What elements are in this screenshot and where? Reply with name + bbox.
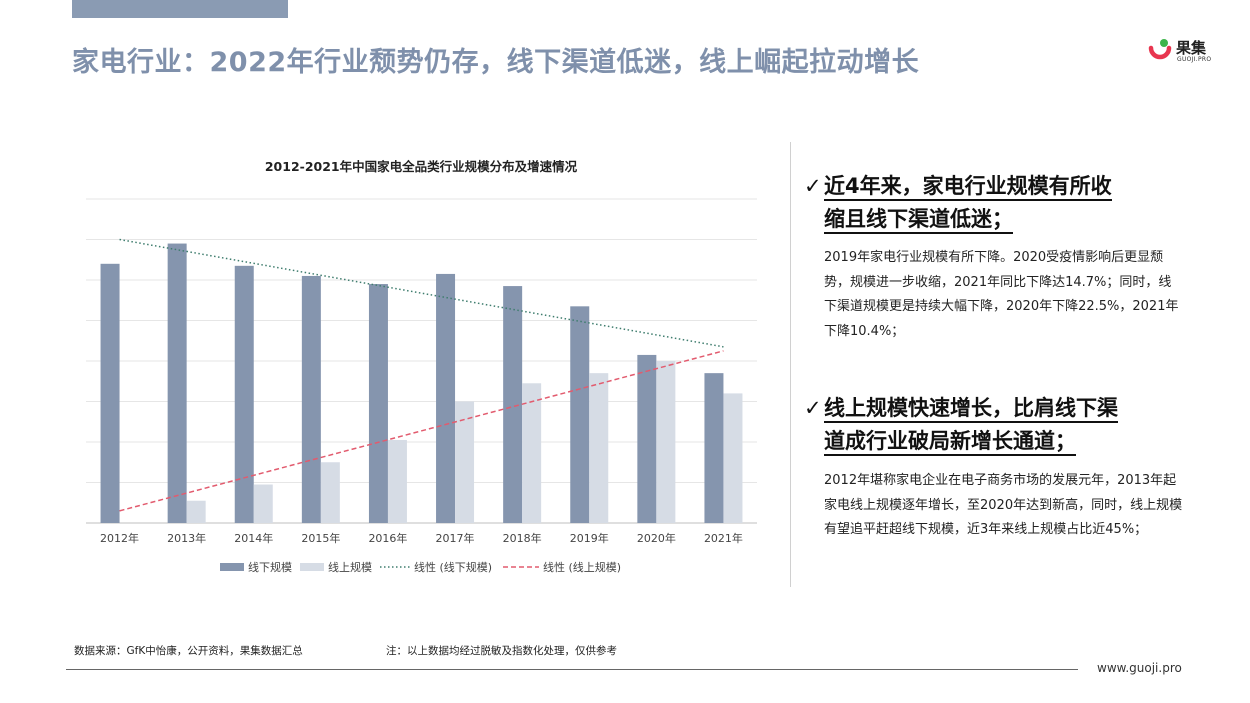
point-heading-2-line-1: 线上规模快速增长，比肩线下渠 [824, 396, 1118, 423]
bar-online [455, 401, 475, 523]
check-icon: ✓ [804, 174, 822, 198]
legend-swatch [220, 563, 244, 571]
point-body-2: 2012年堪称家电企业在电子商务市场的发展元年，2013年起家电线上规模逐年增长… [824, 473, 1183, 537]
bar-offline [100, 263, 120, 523]
x-tick-label: 2020年 [637, 531, 676, 545]
x-tick-label: 2016年 [368, 531, 407, 545]
chart-title: 2012-2021年中国家电全品类行业规模分布及增速情况 [264, 159, 578, 174]
chart-canvas: 2012年 2013年 2014年 2015年 2016年 2017年 2018年 2019年… [86, 198, 757, 574]
x-tick-label: 2014年 [234, 531, 273, 545]
vertical-divider [790, 142, 791, 587]
bar-offline [637, 354, 657, 523]
legend-label: 线上规模 [328, 560, 372, 574]
legend-label: 线下规模 [248, 560, 292, 574]
bar-online [320, 462, 340, 523]
trendline-offline [119, 238, 724, 348]
x-tick-label: 2017年 [436, 531, 475, 545]
bar-offline [436, 273, 456, 523]
point-heading-2-line-2: 道成行业破局新增长通道； [824, 429, 1076, 456]
bar-online [186, 500, 206, 523]
bar-offline [301, 275, 321, 523]
x-tick-label: 2012年 [100, 531, 139, 545]
top-accent-bar [72, 0, 288, 18]
footer-divider [66, 669, 1078, 670]
bar-offline [570, 306, 590, 523]
point-heading-1-line-2: 缩且线下渠道低迷； [824, 207, 1013, 234]
x-tick-label: 2019年 [570, 531, 609, 545]
bar-online [656, 361, 676, 523]
trendline-online [119, 350, 724, 512]
x-tick-label: 2018年 [503, 531, 542, 545]
bar-online [723, 393, 743, 523]
footer-url[interactable]: www.guoji.pro [1097, 661, 1182, 675]
logo-name: 果集 [1176, 39, 1207, 57]
page-title: 家电行业：2022年行业颓势仍存，线下渠道低迷，线上崛起拉动增长 [72, 47, 920, 78]
data-note: 注：以上数据均经过脱敏及指数化处理，仅供参考 [386, 645, 617, 657]
point-heading-2: ✓ 线上规模快速增长，比肩线下渠 道成行业破局新增长通道； [804, 392, 1118, 458]
bar-online [522, 383, 542, 523]
x-tick-label: 2021年 [704, 531, 743, 545]
legend-swatch [300, 563, 324, 571]
point-body-1: 2019年家电行业规模有所下降。2020受疫情影响后更显颓势，规模进一步收缩，2… [824, 250, 1179, 339]
check-icon: ✓ [804, 396, 822, 420]
logo-mark-icon [1148, 39, 1172, 60]
brand-logo[interactable]: 果集 GUOJI.PRO [1148, 36, 1211, 68]
bar-offline [704, 373, 724, 523]
bar-online [589, 373, 609, 523]
legend-label: 线性 (线上规模) [543, 560, 621, 574]
point-heading-1: ✓ 近4年来，家电行业规模有所收 缩且线下渠道低迷； [804, 170, 1112, 236]
x-tick-label: 2013年 [167, 531, 206, 545]
bar-offline [167, 243, 187, 524]
logo-subtitle: GUOJI.PRO [1177, 56, 1212, 63]
bar-offline [503, 286, 523, 523]
legend-label: 线性 (线下规模) [414, 560, 492, 574]
point-heading-1-line-1: 近4年来，家电行业规模有所收 [824, 174, 1112, 201]
bar-online [387, 439, 407, 523]
data-source: 数据来源：GfK中怡康，公开资料，果集数据汇总 [74, 645, 303, 657]
bar-offline [234, 265, 254, 523]
bar-online [253, 484, 273, 523]
x-tick-label: 2015年 [301, 531, 340, 545]
bar-offline [368, 284, 388, 523]
